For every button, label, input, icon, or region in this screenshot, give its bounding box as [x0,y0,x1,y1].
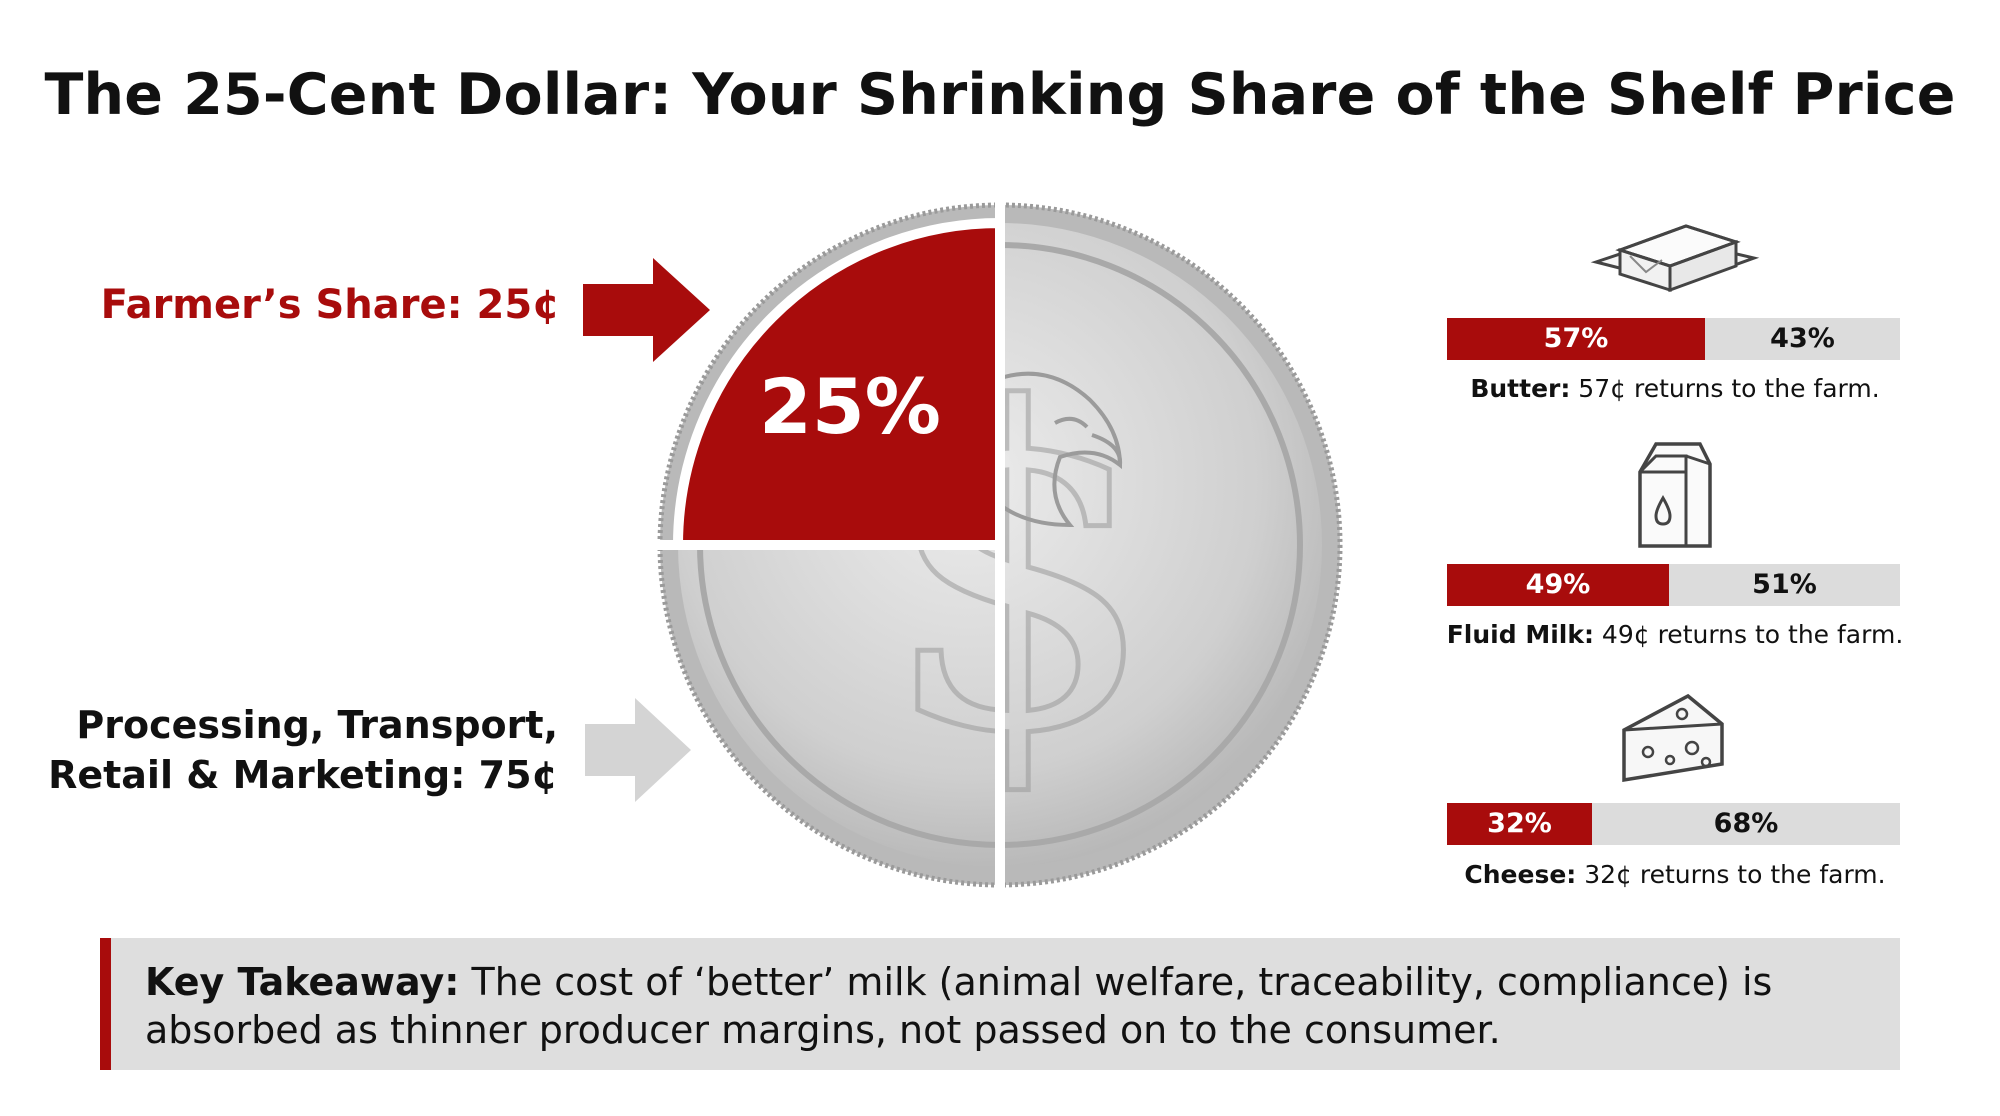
farmer-arrow-icon [583,258,710,362]
others-arrow-icon [585,698,691,802]
butter-icon [1590,224,1760,293]
fluid-milk-caption-text: 49¢ returns to the farm. [1593,620,1904,649]
farmer-share-label: Farmer’s Share: 25¢ [100,282,560,328]
cheese-name: Cheese: [1464,860,1577,889]
key-takeaway-text: The cost of ‘better’ milk (animal welfar… [145,960,1773,1052]
butter-farm-share-bar: 57% [1447,318,1705,360]
coin-pie-chart: $ [650,195,1343,895]
fluid-milk-bar: 49% 51% [1447,564,1900,606]
fluid-milk-rest-share-bar: 51% [1752,569,1817,600]
key-takeaway-lead: Key Takeaway: [145,960,460,1004]
butter-caption-text: 57¢ returns to the farm. [1570,374,1880,403]
butter-bar: 57% 43% [1447,318,1900,360]
cheese-caption-text: 32¢ returns to the farm. [1576,860,1886,889]
cheese-rest-share-bar: 68% [1713,808,1779,839]
key-takeaway-box: Key Takeaway: The cost of ‘better’ milk … [100,938,1900,1070]
butter-name: Butter: [1470,374,1571,403]
others-label-line1: Processing, Transport, [76,703,558,747]
farmer-share-percent: 25% [759,362,941,451]
fluid-milk-farm-share-bar: 49% [1447,564,1669,606]
butter-rest-share-bar: 43% [1770,323,1835,354]
fluid-milk-name: Fluid Milk: [1446,620,1594,649]
milk-carton-icon [1638,442,1712,548]
farmer-share-wedge [672,217,1005,550]
others-share-label: Processing, Transport, Retail & Marketin… [48,700,558,800]
cheese-caption: Cheese: 32¢ returns to the farm. [1440,860,1910,889]
fluid-milk-caption: Fluid Milk: 49¢ returns to the farm. [1440,620,1910,649]
cheese-icon [1622,693,1724,783]
cheese-bar: 32% 68% [1447,803,1900,845]
others-label-line2: Retail & Marketing: 75¢ [48,753,558,797]
butter-caption: Butter: 57¢ returns to the farm. [1440,374,1910,403]
page-title: The 25-Cent Dollar: Your Shrinking Share… [44,62,1956,128]
cheese-farm-share-bar: 32% [1447,803,1592,845]
